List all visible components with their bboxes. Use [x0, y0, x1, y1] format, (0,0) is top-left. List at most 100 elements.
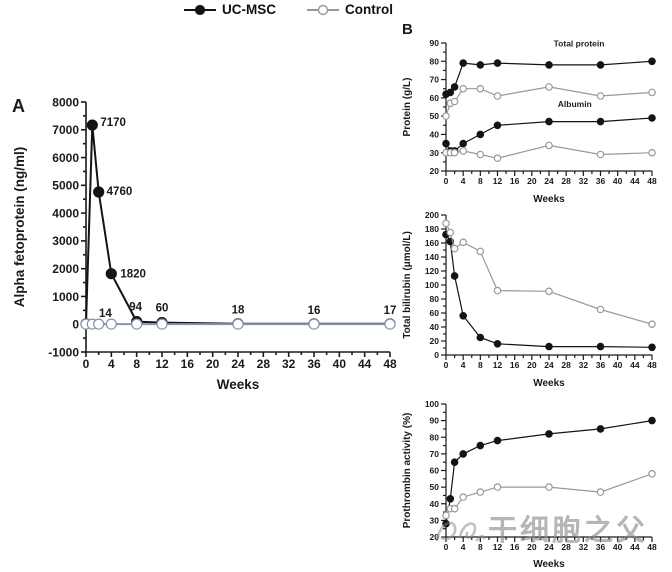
- data-point: [459, 450, 467, 458]
- data-point: [105, 318, 117, 330]
- svg-text:16: 16: [510, 360, 520, 370]
- data-point: [545, 287, 553, 296]
- svg-text:30: 30: [430, 515, 440, 525]
- data-point: [450, 97, 459, 106]
- svg-text:30: 30: [430, 148, 440, 158]
- svg-text:0: 0: [444, 176, 449, 186]
- x-axis-label: Weeks: [533, 559, 565, 570]
- svg-text:44: 44: [358, 357, 372, 371]
- legend-item-control: Control: [306, 2, 393, 17]
- svg-text:90: 90: [430, 416, 440, 426]
- y-axis-label: Protein (g/L): [402, 78, 413, 137]
- svg-text:40: 40: [613, 360, 623, 370]
- data-point: [545, 430, 553, 438]
- data-point: [476, 441, 485, 450]
- data-point: [459, 312, 467, 320]
- svg-text:24: 24: [231, 357, 245, 371]
- svg-text:12: 12: [493, 176, 503, 186]
- series-albumin-control: [442, 141, 656, 163]
- y-axis-label: Alpha fetoprotein (ng/ml): [12, 147, 27, 307]
- svg-text:20: 20: [527, 542, 537, 552]
- svg-text:48: 48: [647, 360, 657, 370]
- svg-text:-1000: -1000: [48, 345, 79, 359]
- data-point: [459, 238, 467, 247]
- data-point: [93, 318, 105, 330]
- svg-text:6000: 6000: [52, 151, 79, 165]
- svg-text:36: 36: [596, 360, 606, 370]
- x-axis-label: Weeks: [217, 377, 260, 392]
- series-uc-msc: [442, 230, 656, 352]
- data-point: [545, 342, 553, 351]
- point-label: 1820: [120, 269, 146, 281]
- svg-text:60: 60: [430, 308, 440, 318]
- data-point: [493, 59, 502, 67]
- data-point: [596, 342, 605, 351]
- svg-text:5000: 5000: [52, 179, 79, 193]
- data-point: [459, 59, 467, 67]
- point-label: 18: [232, 305, 245, 317]
- svg-text:4: 4: [461, 360, 466, 370]
- data-point: [105, 268, 117, 280]
- filled-circle-marker-icon: [184, 4, 216, 15]
- y-axis-label: Total bilirubin (μmol/L): [402, 231, 413, 339]
- y-axis-label: Prothrombin activity (%): [402, 413, 413, 529]
- data-point: [648, 320, 656, 329]
- svg-text:36: 36: [596, 176, 606, 186]
- series-control: [80, 318, 396, 330]
- data-point: [450, 458, 459, 467]
- panel-label: A: [12, 96, 25, 116]
- svg-text:44: 44: [630, 360, 640, 370]
- legend-label-control: Control: [345, 2, 393, 17]
- svg-text:4: 4: [461, 542, 466, 552]
- svg-text:200: 200: [425, 210, 439, 220]
- svg-text:36: 36: [307, 357, 321, 371]
- data-point: [156, 318, 168, 330]
- svg-text:1000: 1000: [52, 290, 79, 304]
- svg-text:32: 32: [282, 357, 296, 371]
- data-point: [493, 436, 502, 445]
- svg-text:48: 48: [383, 357, 397, 371]
- svg-text:40: 40: [613, 542, 623, 552]
- data-point: [648, 148, 656, 157]
- data-point: [493, 483, 502, 491]
- data-point: [596, 425, 605, 433]
- svg-text:32: 32: [579, 176, 589, 186]
- svg-text:16: 16: [510, 542, 520, 552]
- svg-text:80: 80: [430, 432, 440, 442]
- chart-legend: UC-MSC Control: [183, 2, 393, 17]
- svg-text:4000: 4000: [52, 206, 79, 220]
- series-total-protein-control: [442, 83, 656, 120]
- data-point: [442, 219, 450, 228]
- svg-text:28: 28: [561, 360, 571, 370]
- svg-text:44: 44: [630, 176, 640, 186]
- panel-label: B: [402, 21, 413, 38]
- svg-text:4: 4: [108, 357, 115, 371]
- svg-text:28: 28: [561, 176, 571, 186]
- series-control: [442, 219, 656, 329]
- svg-text:90: 90: [430, 38, 440, 48]
- data-point: [442, 112, 450, 120]
- svg-text:40: 40: [430, 499, 440, 509]
- svg-text:100: 100: [425, 399, 439, 409]
- svg-text:48: 48: [647, 176, 657, 186]
- data-point: [545, 483, 553, 491]
- point-label: 17: [384, 305, 397, 317]
- data-point: [476, 150, 485, 159]
- data-point: [648, 88, 656, 97]
- x-axis-label: Weeks: [533, 378, 565, 389]
- data-point: [442, 519, 450, 528]
- data-point: [596, 117, 605, 126]
- legend-label-ucmsc: UC-MSC: [222, 2, 276, 17]
- data-point: [459, 139, 467, 148]
- point-label: 4760: [107, 186, 133, 198]
- svg-text:140: 140: [425, 252, 439, 262]
- svg-text:8: 8: [478, 176, 483, 186]
- data-point: [442, 139, 450, 148]
- data-point: [131, 318, 143, 330]
- axes: [441, 403, 653, 542]
- data-point: [493, 92, 502, 100]
